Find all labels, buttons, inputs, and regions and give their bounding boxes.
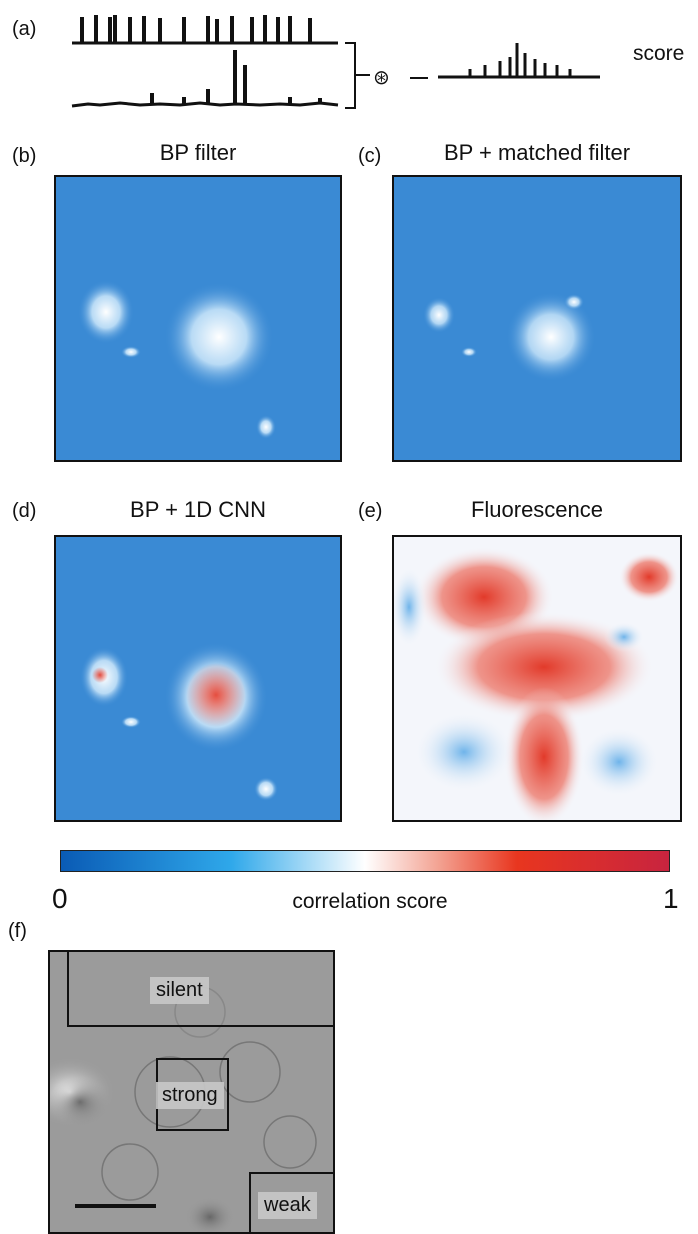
bracket	[345, 42, 370, 109]
correlation-result-trace	[438, 43, 600, 79]
colorbar-max-label: 1	[663, 883, 679, 914]
score-scale-label: score	[633, 42, 685, 65]
panel-a-letter: (a)	[12, 18, 37, 40]
colorbar	[60, 850, 670, 872]
bp-cnn-map	[54, 535, 342, 822]
colorbar-min-label: 0	[52, 883, 68, 914]
top-signal-spikes	[80, 15, 312, 43]
bp-filter-map	[54, 175, 342, 462]
bottom-signal-trace	[71, 101, 339, 108]
convolution-operator: ⊛	[373, 67, 390, 89]
roi-strong-label: strong	[156, 1082, 224, 1109]
panel-b-letter: (b)	[12, 145, 37, 167]
bp-matched-filter-map	[392, 175, 682, 462]
colorbar-title: correlation score	[292, 890, 448, 913]
panel-f-letter: (f)	[8, 920, 27, 942]
panel-d-title: BP + 1D CNN	[130, 497, 266, 522]
panel-c-title: BP + matched filter	[443, 140, 631, 165]
panel-e-title: Fluorescence	[470, 497, 604, 522]
bottom-signal-spikes	[150, 50, 322, 105]
roi-weak	[249, 1172, 335, 1234]
panel-a-traces	[71, 15, 600, 109]
roi-weak-label: weak	[258, 1192, 317, 1219]
panel-d-letter: (d)	[12, 500, 37, 522]
roi-silent	[67, 950, 335, 1027]
panel-b-title: BP filter	[159, 140, 237, 165]
panel-c-letter: (c)	[358, 145, 382, 167]
fluorescence-map	[392, 535, 682, 822]
roi-silent-label: silent	[150, 977, 209, 1004]
panel-e-letter: (e)	[358, 500, 383, 522]
